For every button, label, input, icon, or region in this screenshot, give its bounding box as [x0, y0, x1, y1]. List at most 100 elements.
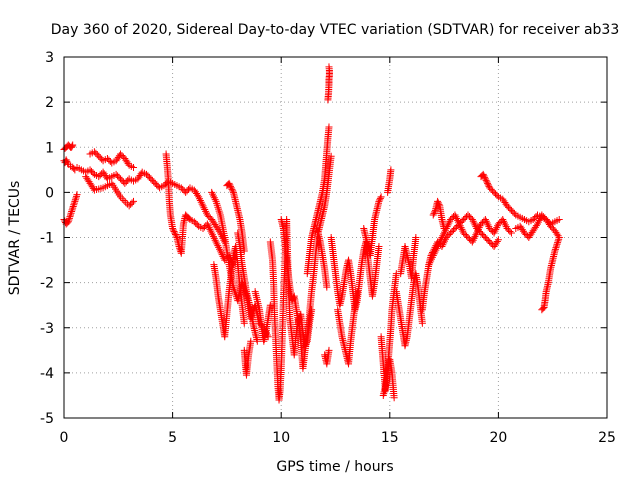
data-point — [128, 199, 136, 207]
data-points — [60, 63, 563, 404]
data-point — [475, 224, 483, 232]
data-point — [470, 219, 478, 227]
data-point — [451, 211, 459, 219]
data-point — [458, 225, 466, 233]
data-point — [428, 253, 436, 261]
data-point — [68, 208, 76, 216]
data-point — [199, 202, 207, 210]
x-tick-label: 20 — [489, 430, 507, 446]
data-point — [301, 342, 309, 350]
data-point — [172, 232, 180, 240]
data-point — [72, 192, 80, 200]
data-point — [86, 166, 94, 174]
data-point — [489, 187, 497, 195]
data-point — [209, 192, 217, 200]
data-point — [210, 194, 218, 202]
data-point — [193, 221, 201, 229]
data-point — [452, 223, 460, 231]
data-point — [468, 238, 476, 246]
data-point — [217, 249, 225, 257]
data-point — [192, 219, 200, 227]
data-point — [506, 227, 514, 235]
data-point — [65, 216, 73, 224]
data-point — [65, 214, 73, 222]
data-point — [171, 230, 179, 238]
chart-title: Day 360 of 2020, Sidereal Day-to-day VTE… — [51, 22, 620, 38]
data-point — [208, 188, 216, 196]
data-point — [500, 219, 508, 227]
data-point — [209, 231, 217, 239]
data-point — [69, 141, 77, 149]
data-point — [105, 156, 113, 164]
y-tick-label: 2 — [45, 95, 54, 111]
data-point — [481, 175, 489, 183]
data-point — [115, 173, 123, 181]
data-point — [387, 166, 395, 174]
data-point — [509, 208, 517, 216]
data-point — [448, 227, 456, 235]
data-point — [208, 229, 216, 237]
data-point — [426, 259, 434, 267]
data-point — [64, 218, 72, 226]
x-tick-label: 15 — [381, 430, 399, 446]
data-point — [253, 337, 261, 345]
data-point — [551, 247, 559, 255]
data-point — [437, 235, 445, 243]
data-point — [445, 219, 453, 227]
data-point — [118, 152, 126, 160]
data-point — [454, 218, 462, 226]
data-point — [470, 234, 478, 242]
data-point — [500, 217, 508, 225]
data-point — [435, 239, 443, 247]
data-point — [212, 238, 220, 246]
data-point — [465, 235, 473, 243]
data-point — [541, 214, 549, 222]
data-point — [483, 219, 491, 227]
data-point — [441, 226, 449, 234]
data-point — [483, 235, 491, 243]
data-point — [69, 204, 77, 212]
data-point — [428, 255, 436, 263]
data-point — [92, 149, 100, 157]
data-point — [213, 240, 221, 248]
data-point — [478, 218, 486, 226]
data-point — [240, 247, 248, 255]
data-point — [205, 212, 213, 220]
data-point — [480, 172, 488, 180]
y-tick-label: -1 — [40, 231, 54, 247]
data-point — [533, 220, 541, 228]
data-point — [95, 152, 103, 160]
data-point — [177, 184, 185, 192]
data-point — [487, 226, 495, 234]
data-point — [377, 193, 385, 201]
data-point — [548, 224, 556, 232]
data-point — [474, 227, 482, 235]
y-axis-label: SDTVAR / TECUs — [7, 181, 23, 296]
data-point — [195, 193, 203, 201]
data-point — [127, 200, 135, 208]
data-point — [89, 169, 97, 177]
data-point — [214, 242, 222, 250]
data-point — [148, 176, 156, 184]
x-tick-label: 5 — [168, 430, 177, 446]
data-point — [176, 246, 184, 254]
data-point — [190, 218, 198, 226]
data-point — [482, 217, 490, 225]
data-point — [183, 187, 191, 195]
data-point — [327, 152, 335, 160]
data-point — [64, 159, 72, 167]
data-point — [66, 213, 74, 221]
y-tick-labels: -5 -4 -3 -2 -1 0 1 2 3 — [40, 50, 54, 427]
data-point — [492, 190, 500, 198]
data-point — [439, 232, 447, 240]
data-point — [207, 227, 215, 235]
data-point — [506, 205, 514, 213]
data-point — [554, 239, 562, 247]
data-point — [538, 211, 546, 219]
data-point — [553, 242, 561, 250]
data-point — [323, 283, 331, 291]
data-point — [465, 212, 473, 220]
data-point — [171, 229, 179, 237]
data-point — [431, 208, 439, 216]
